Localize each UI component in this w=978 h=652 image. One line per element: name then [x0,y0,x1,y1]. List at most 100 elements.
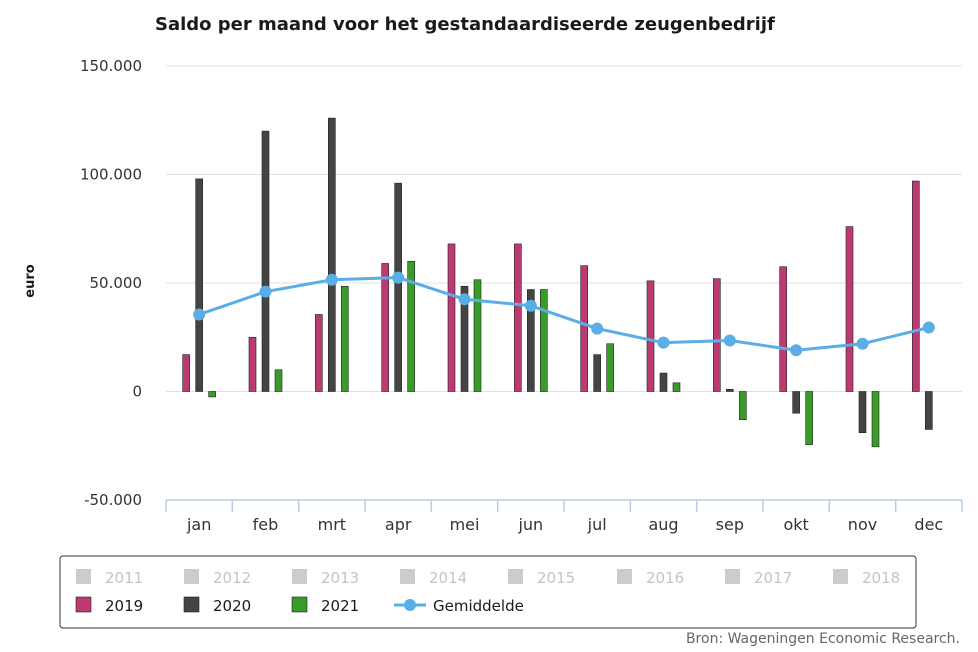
legend-label: 2011 [105,569,143,587]
bar-2019-aug[interactable] [646,280,655,392]
bar-2019-feb[interactable] [248,336,257,392]
y-tick-label: 150.000 [80,57,142,75]
y-axis-ticks: 150.000 100.000 50.000 0 -50.000 [80,57,142,509]
legend-item-2021[interactable]: 2021 [291,596,359,615]
y-tick-label: 50.000 [90,274,143,292]
bar-2020-feb[interactable] [261,130,270,392]
legend-swatch [184,569,199,584]
bar-2020-dec[interactable] [925,391,933,430]
legend: 2011 2012 2013 2014 2015 2016 2017 2018 2019 2020… [59,555,917,629]
average-point-jul[interactable] [591,322,604,335]
legend-item-2015[interactable]: 2015 [508,569,575,587]
bar-2021-jun[interactable] [540,289,548,392]
average-point-mei[interactable] [458,293,471,306]
average-point-jan[interactable] [193,308,206,321]
bar-2020-jul[interactable] [593,354,601,392]
bar-2021-feb[interactable] [274,369,283,392]
average-line-series [193,271,935,357]
legend-item-2017[interactable]: 2017 [725,569,792,587]
bar-2019-okt[interactable] [779,266,787,392]
bar-2020-aug[interactable] [659,372,668,392]
legend-item-2016[interactable]: 2016 [617,569,684,587]
legend-item-2020[interactable]: 2020 [183,596,251,615]
x-tick-label: sep [716,515,744,534]
bar-2020-jan[interactable] [195,178,203,392]
chart-title: Saldo per maand voor het gestandaardisee… [155,14,775,35]
bar-2020-mei[interactable] [460,285,469,392]
bar-2019-sep[interactable] [713,278,721,392]
y-axis-label: euro [23,264,38,297]
bar-2019-jun[interactable] [514,243,522,392]
x-tick-label: feb [253,515,279,534]
bar-2021-nov[interactable] [871,391,880,448]
bar-2019-jan[interactable] [182,354,190,392]
legend-box [59,555,917,629]
bar-2019-mrt[interactable] [315,314,323,392]
legend-item-2011[interactable]: 2011 [76,569,143,587]
legend-label: 2018 [862,569,900,587]
average-point-jun[interactable] [524,299,537,312]
x-tick-label: nov [848,515,877,534]
y-tick-label: -50.000 [84,491,142,509]
bars [182,117,933,448]
legend-label: 2015 [537,569,575,587]
legend-item-2014[interactable]: 2014 [400,569,467,587]
average-point-mrt[interactable] [325,273,338,286]
average-point-sep[interactable] [723,334,736,347]
legend-swatch [75,596,92,613]
x-tick-label: apr [385,515,412,534]
x-tick-label: mei [450,515,480,534]
legend-label: 2019 [105,597,143,615]
bar-2019-dec[interactable] [912,180,920,392]
x-tick-label: jun [517,515,543,534]
bar-2021-okt[interactable] [805,391,813,445]
average-point-nov[interactable] [856,337,869,350]
bar-2020-jun[interactable] [527,289,535,392]
legend-swatch [183,596,200,613]
bar-2019-jul[interactable] [580,265,588,392]
bar-2021-mrt[interactable] [341,285,349,392]
x-tick-label: jan [186,515,211,534]
average-point-okt[interactable] [790,344,803,357]
bar-2021-aug[interactable] [672,382,681,392]
legend-swatch [76,569,91,584]
legend-swatch [291,596,308,613]
average-line [198,276,930,352]
average-point-feb[interactable] [259,285,272,298]
bar-2020-sep[interactable] [726,389,734,392]
legend-label: 2014 [429,569,467,587]
bar-2021-mei[interactable] [473,279,482,392]
bar-2021-apr[interactable] [407,260,415,392]
bar-2020-mrt[interactable] [328,117,336,392]
bar-2019-nov[interactable] [845,226,854,392]
legend-swatch [617,569,632,584]
legend-item-2013[interactable]: 2013 [292,569,359,587]
grid-lines [166,65,962,392]
bar-2021-jan[interactable] [208,391,216,398]
legend-swatch [292,569,307,584]
source-credit: Bron: Wageningen Economic Research. [686,631,960,647]
legend-label: 2021 [321,597,359,615]
x-tick-label: dec [914,515,943,534]
bar-2020-okt[interactable] [792,391,800,414]
legend-label: Gemiddelde [433,597,524,615]
legend-item-2018[interactable]: 2018 [833,569,900,587]
legend-label: 2020 [213,597,251,615]
legend-item-2012[interactable]: 2012 [184,569,251,587]
average-point-dec[interactable] [922,321,935,334]
average-point-aug[interactable] [657,336,670,349]
bar-2019-mei[interactable] [447,243,456,392]
bar-2020-nov[interactable] [858,391,867,434]
legend-label: 2013 [321,569,359,587]
legend-item-Gemiddelde[interactable]: Gemiddelde [394,597,524,615]
legend-item-2019[interactable]: 2019 [75,596,143,615]
bar-2020-apr[interactable] [394,182,402,392]
bar-2019-apr[interactable] [381,263,389,392]
x-axis: jan feb mrt apr mei jun jul aug sep okt nov dec [165,499,963,534]
average-point-apr[interactable] [392,271,405,284]
y-tick-label: 100.000 [80,166,142,184]
legend-label: 2012 [213,569,251,587]
bar-2021-jul[interactable] [606,343,614,392]
bar-2021-sep[interactable] [739,391,747,421]
